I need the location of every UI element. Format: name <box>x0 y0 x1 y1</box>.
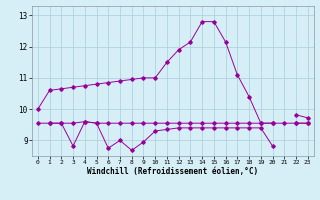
X-axis label: Windchill (Refroidissement éolien,°C): Windchill (Refroidissement éolien,°C) <box>87 167 258 176</box>
